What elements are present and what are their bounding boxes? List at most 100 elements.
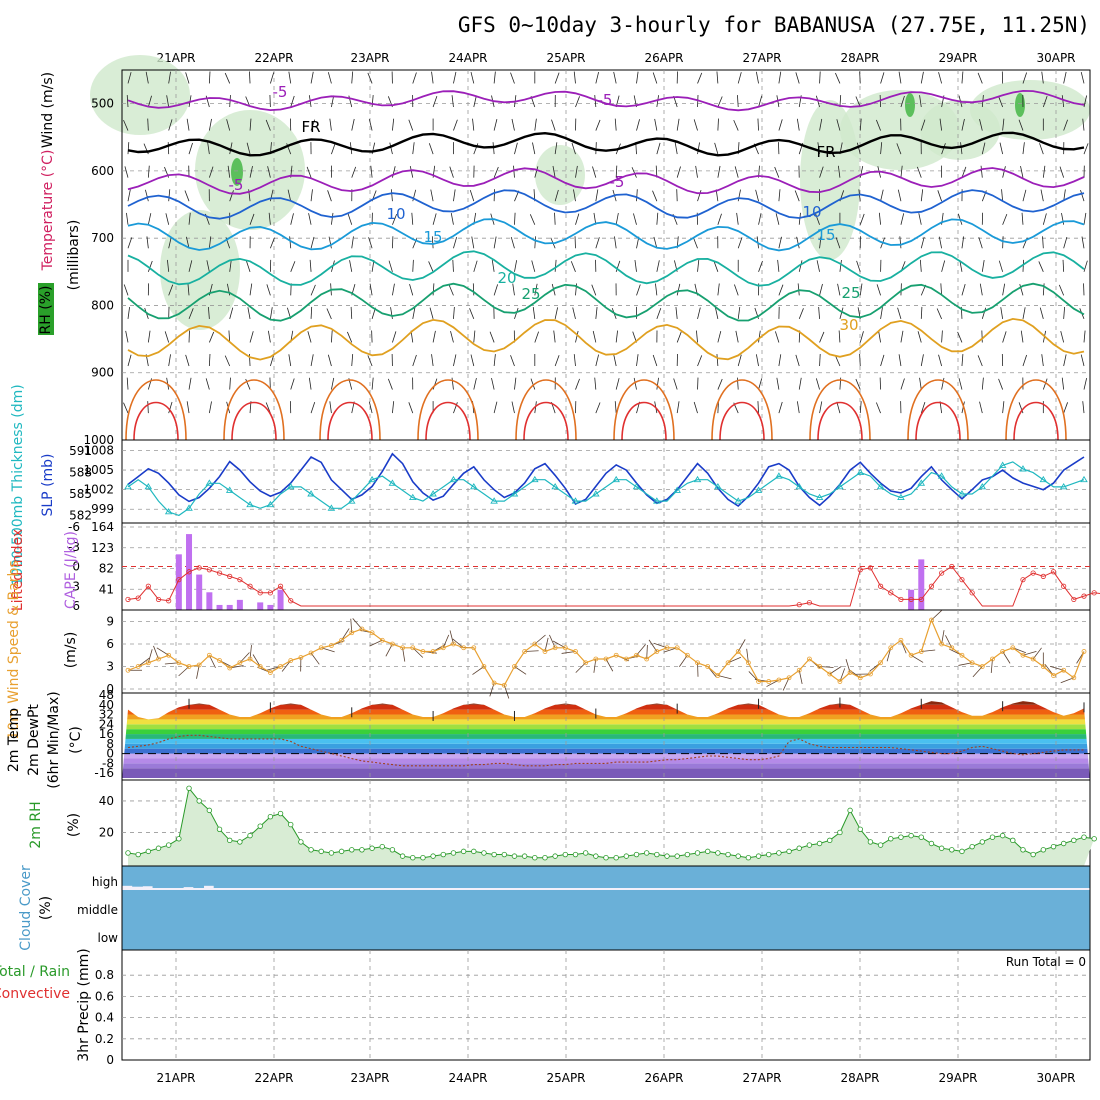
wind-barb (961, 118, 965, 131)
wind-tick: 6 (106, 637, 114, 651)
cloud-high-bar (519, 866, 531, 888)
wind-barb (331, 212, 334, 225)
precip-axis-label: 3hr Precip (mm) (76, 948, 92, 1061)
wind-barb (432, 330, 436, 343)
wind-barb (575, 213, 580, 225)
wind-barb (1020, 166, 1024, 178)
wind-barb (818, 306, 820, 319)
cloud-high-bar (193, 866, 205, 888)
contour-label: FR (301, 118, 320, 136)
warm-contour (907, 379, 969, 441)
wind-barb (453, 236, 458, 249)
wind-speed-marker (186, 664, 192, 669)
wind-barb (186, 236, 190, 249)
wind-barb (1042, 236, 1044, 249)
wind-barb (127, 307, 130, 319)
wind-barb (859, 354, 861, 367)
precip-frame (121, 949, 1091, 1061)
wind-barb (1063, 71, 1067, 84)
cloud-high-bar (539, 866, 551, 888)
lifted-index-marker (888, 590, 894, 596)
wind-speed-marker (705, 664, 711, 669)
wind-barb (774, 166, 780, 178)
rh-shading (840, 90, 960, 170)
wind-barb (370, 165, 373, 178)
wind-frame (121, 609, 1091, 694)
wind-barb (1083, 143, 1089, 155)
rh-marker (877, 842, 884, 848)
cape-bar (236, 599, 243, 610)
wind-barb (451, 95, 454, 108)
thickness-tick: 585 (69, 487, 92, 501)
rh-marker (837, 829, 843, 836)
precip-tick: 0.8 (95, 968, 114, 982)
cloud-high-bar (743, 866, 755, 888)
wind-barb (819, 283, 823, 296)
date-label-bottom: 26APR (644, 1071, 683, 1085)
thickness-marker (571, 497, 580, 504)
wind-barb (859, 283, 863, 296)
rh-marker (664, 853, 670, 859)
wind-speed-marker (552, 645, 558, 651)
rh2m-label: 2m RH (28, 801, 44, 848)
cloud-high-bar (244, 866, 255, 888)
wind-speed-marker (1020, 652, 1026, 658)
wind-barb (432, 213, 437, 225)
wind-barb (1059, 166, 1065, 178)
rh-marker (857, 826, 863, 833)
cloud-high-bar (723, 866, 734, 888)
rh-marker (521, 853, 528, 859)
thickness-tick: 582 (69, 508, 92, 522)
cloud-high-bar (366, 866, 378, 888)
lifted-index-marker (898, 596, 904, 603)
upper-air-panel: 500 600 700 800 900 1000 -5 -5 -5 -5 FR FR 10 10 15 15 2… (83, 55, 1091, 447)
wind-barb (880, 189, 884, 202)
wind-barb (310, 189, 313, 202)
rh-marker (735, 853, 741, 859)
wind-barb (1022, 72, 1028, 84)
wind-barb (452, 259, 454, 272)
wind-barb (819, 166, 824, 178)
contour-label: 15 (816, 226, 835, 244)
wind-barb (575, 330, 579, 343)
wind-barb (147, 118, 149, 131)
upper-wind-label: Wind (m/s) (40, 72, 56, 148)
slp-frame (121, 439, 1091, 524)
cloud-high-bar (560, 866, 571, 888)
wind-barb (390, 307, 393, 319)
wind-barb (734, 284, 739, 296)
thickness-marker (286, 482, 295, 490)
cloud-high-bar (947, 866, 959, 888)
wind-barb (1063, 306, 1065, 319)
wind-barb (188, 260, 193, 272)
date-label-bottom: 24APR (448, 1071, 487, 1085)
wind-speed-marker (512, 664, 517, 669)
date-label-top: 22APR (254, 51, 293, 65)
wind-barb (246, 142, 251, 155)
wind-barb (839, 95, 842, 108)
wind-barb (717, 118, 719, 131)
cloud-high-bar (152, 866, 164, 888)
wind-barb (288, 71, 292, 84)
wind-barb (998, 96, 1004, 108)
rh-marker (298, 839, 304, 845)
rh-marker (684, 851, 691, 858)
lifted-index-marker (257, 590, 263, 596)
wind-barb (958, 378, 963, 390)
wind-barb (428, 143, 434, 155)
wind-barb (1039, 143, 1044, 155)
wind-barb (900, 95, 905, 108)
wind-speed-marker (969, 660, 975, 666)
wind-barb (124, 166, 129, 178)
lifted-index-marker (918, 596, 924, 603)
wind-barb (880, 142, 883, 155)
cloud-high-bar (621, 866, 632, 888)
wind-barb (939, 118, 943, 131)
cape-bar (196, 574, 203, 610)
lifted-index-marker (877, 583, 884, 589)
wind-barb (246, 260, 251, 272)
wind-barb (880, 307, 883, 319)
wind-barb (147, 260, 153, 272)
wind-barb (327, 354, 332, 367)
